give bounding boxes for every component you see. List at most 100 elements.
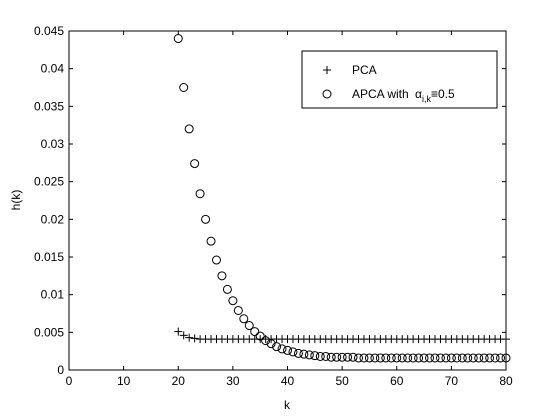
apca-point [266,339,276,349]
legend-box [301,50,498,109]
apca-point [496,353,506,363]
apca-point [310,351,320,361]
legend-label-apca: APCA with αi,k≡0.5 [352,87,455,104]
legend-label-pca: PCA [352,63,377,77]
apca-point [217,271,227,281]
apca-point [201,214,211,224]
legend-apca-alpha: α [415,87,422,101]
apca-point [501,353,511,363]
apca-point [490,353,500,363]
apca-point [457,353,467,363]
apca-point [354,353,364,363]
apca-point [403,353,413,363]
apca-point [326,352,336,362]
legend-marker-apca [322,89,332,99]
apca-point [343,352,353,362]
y-tick-label: 0.025 [34,175,64,189]
apca-point [293,348,303,358]
apca-point [315,351,325,361]
y-axis-title: h(k) [9,190,23,211]
apca-point [195,189,205,199]
legend-apca-subscript: i,k [422,94,432,104]
apca-point [359,353,369,363]
pca-point [185,333,194,342]
apca-point [228,296,238,306]
apca-point [277,344,287,354]
apca-point [386,353,396,363]
apca-point [337,352,347,362]
apca-point [250,327,260,337]
y-tick-label: 0.01 [41,288,65,302]
pca-point [179,331,188,340]
apca-point [392,353,402,363]
apca-point [233,305,243,315]
x-tick-label: 40 [281,374,295,388]
apca-point [375,353,385,363]
pca-point [502,335,510,344]
apca-point [452,353,462,363]
apca-point [408,353,418,363]
apca-point [299,349,309,359]
x-axis: 0 10 20 30 40 50 60 70 80 [66,31,513,388]
series-apca [173,34,511,363]
apca-point [414,353,424,363]
x-tick-label: 60 [390,374,404,388]
apca-point [468,353,478,363]
apca-point [430,353,440,363]
y-tick-label: 0.015 [34,250,64,264]
apca-point [211,255,221,265]
apca-point [222,284,232,294]
apca-point [419,353,429,363]
y-axis: 0 0.005 0.01 0.015 0.02 0.025 0.03 0.035 0.04 0.0… [34,24,506,377]
apca-point [435,353,445,363]
apca-point [190,159,200,169]
legend-apca-prefix: APCA with [352,87,412,101]
apca-point [364,353,374,363]
apca-point [184,124,194,134]
apca-point [173,34,183,44]
apca-point [485,353,495,363]
apca-point [446,353,456,363]
x-tick-label: 80 [499,374,513,388]
x-tick-label: 20 [172,374,186,388]
apca-point [474,353,484,363]
apca-point [283,345,292,355]
apca-point [397,353,407,363]
apca-point [463,353,473,363]
y-tick-label: 0.035 [34,99,64,113]
apca-point [304,350,314,360]
apca-point [206,236,216,246]
x-tick-label: 50 [335,374,349,388]
x-tick-label: 70 [445,374,459,388]
legend-marker-pca [323,66,331,74]
y-tick-label: 0.02 [41,212,65,226]
legend: PCA APCA with αi,k≡0.5 [301,50,498,109]
apca-point [370,353,380,363]
apca-point [425,353,435,363]
apca-point [479,353,489,363]
x-tick-label: 30 [226,374,240,388]
y-tick-label: 0.04 [41,62,65,76]
x-axis-title: k [284,398,291,412]
apca-point [288,347,298,357]
series-pca [174,327,510,344]
apca-point [244,321,254,331]
apca-point [441,353,451,363]
apca-point [381,353,391,363]
x-tick-label: 10 [117,374,131,388]
apca-point [321,351,331,361]
x-tick-label: 0 [66,374,73,388]
legend-apca-suffix: ≡0.5 [431,87,455,101]
apca-point [261,336,271,346]
y-tick-label: 0 [57,363,64,377]
pca-point [174,327,183,336]
y-tick-label: 0.045 [34,24,64,38]
apca-point [255,331,265,341]
apca-point [332,352,342,362]
pca-point [190,334,199,343]
apca-point [348,352,358,362]
apca-point [272,342,282,352]
y-tick-label: 0.005 [34,325,64,339]
apca-point [239,314,249,324]
